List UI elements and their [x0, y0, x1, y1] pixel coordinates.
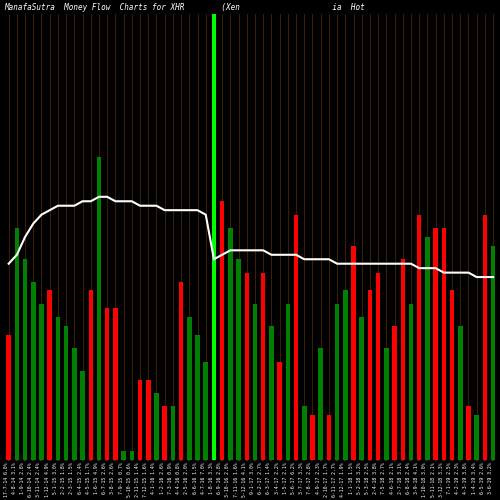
Bar [326, 416, 331, 460]
Bar [294, 214, 298, 460]
Bar [384, 348, 388, 460]
Bar [458, 326, 462, 460]
Bar [360, 317, 364, 460]
Bar [31, 282, 36, 460]
Bar [39, 304, 44, 460]
Bar [442, 228, 446, 460]
Bar [400, 259, 405, 460]
Bar [343, 290, 347, 460]
Bar [434, 228, 438, 460]
Bar [417, 214, 422, 460]
Text: ManafaSutra  Money Flow  Charts for XHR        (Xen                    ia  Hot: ManafaSutra Money Flow Charts for XHR (X… [4, 3, 366, 12]
Bar [392, 326, 397, 460]
Bar [162, 406, 167, 460]
Bar [352, 246, 356, 460]
Bar [204, 362, 208, 460]
Bar [154, 393, 158, 460]
Bar [138, 380, 142, 460]
Bar [425, 237, 430, 460]
Bar [88, 290, 93, 460]
Bar [64, 326, 68, 460]
Bar [244, 272, 249, 460]
Bar [236, 259, 241, 460]
Bar [196, 335, 200, 460]
Bar [113, 308, 117, 460]
Bar [179, 282, 184, 460]
Bar [170, 406, 175, 460]
Bar [187, 317, 192, 460]
Bar [482, 214, 487, 460]
Bar [80, 370, 85, 460]
Bar [302, 406, 306, 460]
Bar [376, 272, 380, 460]
Bar [23, 259, 28, 460]
Bar [286, 304, 290, 460]
Bar [56, 317, 60, 460]
Bar [335, 304, 340, 460]
Bar [212, 14, 216, 460]
Bar [14, 228, 19, 460]
Bar [408, 304, 414, 460]
Bar [130, 451, 134, 460]
Bar [105, 308, 110, 460]
Bar [368, 290, 372, 460]
Bar [252, 304, 257, 460]
Bar [146, 380, 150, 460]
Bar [491, 246, 496, 460]
Bar [474, 416, 479, 460]
Bar [48, 290, 52, 460]
Bar [96, 156, 101, 460]
Bar [318, 348, 323, 460]
Bar [261, 272, 266, 460]
Bar [6, 335, 11, 460]
Bar [220, 202, 224, 460]
Bar [466, 406, 470, 460]
Bar [122, 451, 126, 460]
Bar [72, 348, 76, 460]
Bar [228, 228, 232, 460]
Bar [310, 416, 314, 460]
Bar [278, 362, 282, 460]
Bar [450, 290, 454, 460]
Bar [269, 326, 274, 460]
